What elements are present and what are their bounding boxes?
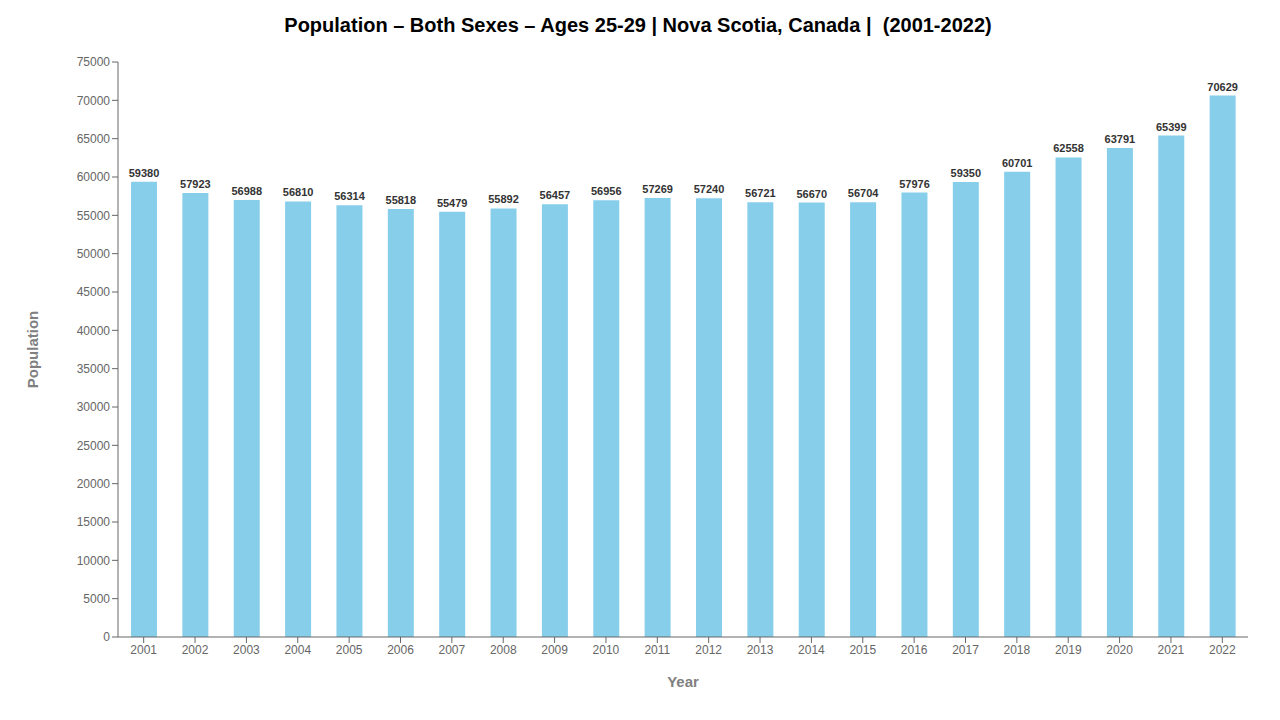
svg-text:2022: 2022 <box>1209 643 1236 657</box>
svg-text:56670: 56670 <box>796 188 827 200</box>
svg-text:2006: 2006 <box>387 643 414 657</box>
svg-text:55000: 55000 <box>77 209 111 223</box>
html-text:Population – Both Sexes – Ages: Population – Both Sexes – Ages 25-29 | N… <box>284 14 992 36</box>
svg-text:56988: 56988 <box>231 185 262 197</box>
svg-text:2010: 2010 <box>593 643 620 657</box>
svg-text:56956: 56956 <box>591 185 622 197</box>
svg-text:40000: 40000 <box>77 324 111 338</box>
svg-text:59350: 59350 <box>951 167 982 179</box>
svg-text:2012: 2012 <box>695 643 722 657</box>
svg-text:55818: 55818 <box>386 194 417 206</box>
svg-text:2013: 2013 <box>747 643 774 657</box>
svg-text:2021: 2021 <box>1158 643 1185 657</box>
svg-text:Year: Year <box>667 673 699 690</box>
svg-text:2007: 2007 <box>439 643 466 657</box>
svg-text:10000: 10000 <box>77 554 111 568</box>
svg-text:2008: 2008 <box>490 643 517 657</box>
svg-text:65399: 65399 <box>1156 121 1187 133</box>
svg-text:2002: 2002 <box>182 643 209 657</box>
svg-text:2004: 2004 <box>284 643 311 657</box>
svg-text:2015: 2015 <box>849 643 876 657</box>
svg-text:56704: 56704 <box>848 187 879 199</box>
svg-text:57976: 57976 <box>899 178 930 190</box>
svg-text:2018: 2018 <box>1004 643 1031 657</box>
svg-text:57923: 57923 <box>180 178 211 190</box>
svg-text:55892: 55892 <box>488 193 519 205</box>
svg-text:55479: 55479 <box>437 197 468 209</box>
svg-text:56457: 56457 <box>540 189 571 201</box>
svg-text:15000: 15000 <box>77 515 111 529</box>
svg-text:2009: 2009 <box>541 643 568 657</box>
svg-text:2011: 2011 <box>644 643 670 657</box>
svg-text:2001: 2001 <box>130 643 157 657</box>
svg-text:45000: 45000 <box>77 285 111 299</box>
svg-text:59380: 59380 <box>129 167 160 179</box>
svg-text:57240: 57240 <box>694 183 725 195</box>
svg-text:63791: 63791 <box>1105 133 1136 145</box>
svg-text:0: 0 <box>103 630 110 644</box>
svg-text:2016: 2016 <box>901 643 928 657</box>
svg-text:20000: 20000 <box>77 477 111 491</box>
svg-text:2005: 2005 <box>336 643 363 657</box>
svg-text:25000: 25000 <box>77 439 111 453</box>
svg-text:2019: 2019 <box>1055 643 1082 657</box>
svg-text:2017: 2017 <box>952 643 979 657</box>
svg-text:57269: 57269 <box>642 183 673 195</box>
svg-text:2003: 2003 <box>233 643 260 657</box>
svg-text:56810: 56810 <box>283 186 314 198</box>
svg-text:60000: 60000 <box>77 170 111 184</box>
svg-text:2014: 2014 <box>798 643 825 657</box>
svg-text:60701: 60701 <box>1002 157 1033 169</box>
svg-text:50000: 50000 <box>77 247 111 261</box>
svg-text:70000: 70000 <box>77 94 111 108</box>
svg-text:70629: 70629 <box>1207 81 1238 93</box>
svg-text:56721: 56721 <box>745 187 776 199</box>
svg-text:2020: 2020 <box>1106 643 1133 657</box>
svg-text:Population: Population <box>24 311 41 389</box>
svg-text:65000: 65000 <box>77 132 111 146</box>
svg-text:56314: 56314 <box>334 190 365 202</box>
svg-text:62558: 62558 <box>1053 142 1084 154</box>
svg-text:75000: 75000 <box>77 55 111 69</box>
svg-text:5000: 5000 <box>83 592 110 606</box>
svg-text:30000: 30000 <box>77 400 111 414</box>
svg-text:35000: 35000 <box>77 362 111 376</box>
